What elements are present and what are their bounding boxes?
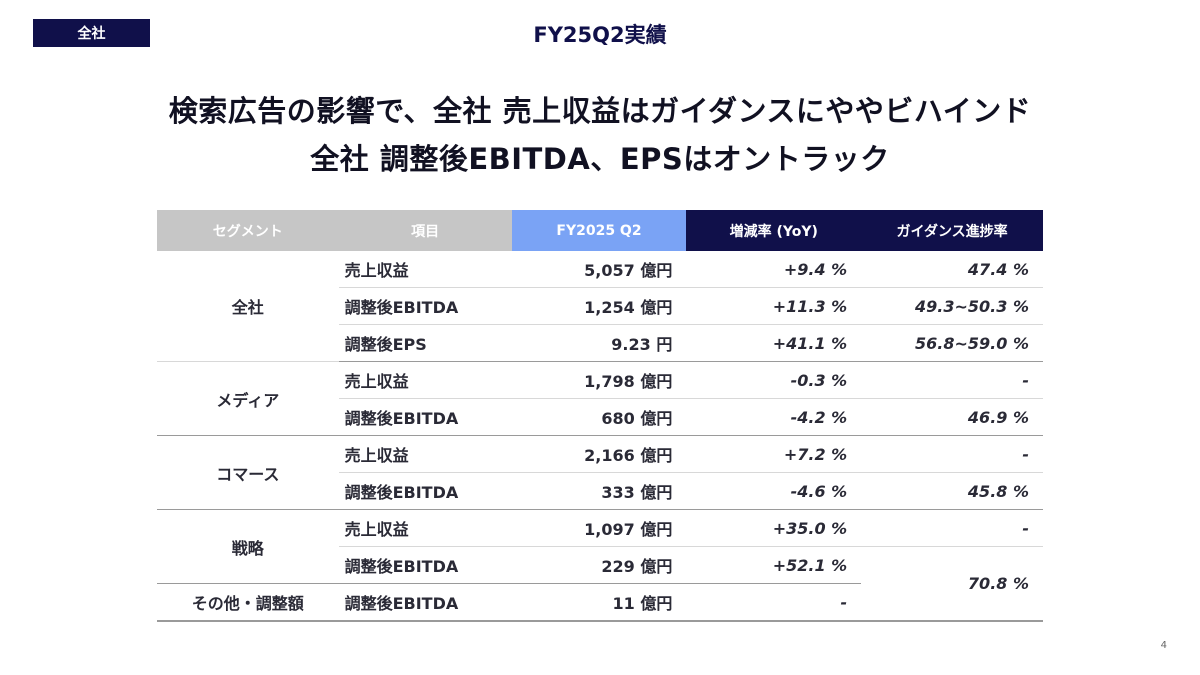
table-row: コマース 売上収益 2,166 億円 +7.2 % - [157, 435, 1043, 510]
value-cell: 1,798 億円 [511, 361, 687, 399]
guidance-cell: - [861, 435, 1043, 473]
table-row: 調整後EBITDA 333 億円 -4.6 % 45.8 % [157, 472, 1043, 510]
item-cell: 売上収益 [338, 435, 512, 473]
table-row: 調整後EBITDA 680 億円 -4.2 % 46.9 % [157, 398, 1043, 436]
guidance-cell: - [861, 509, 1043, 547]
yoy-cell: +11.3 % [686, 287, 862, 325]
value-cell: 9.23 円 [511, 324, 687, 362]
table-row: その他・調整額 調整後EBITDA 11 億円 - [157, 583, 1043, 622]
item-cell: 売上収益 [338, 251, 512, 288]
table-row: 調整後EBITDA 1,254 億円 +11.3 % 49.3~50.3 % [157, 287, 1043, 325]
guidance-cell: 46.9 % [861, 398, 1043, 436]
value-cell: 11 億円 [511, 583, 687, 622]
segment-cell: 戦略 [157, 509, 339, 584]
guidance-cell: 47.4 % [861, 251, 1043, 288]
col-header-item: 項目 [338, 210, 512, 251]
page-number: 4 [1160, 640, 1167, 651]
table-row: 調整後EPS 9.23 円 +41.1 % 56.8~59.0 % [157, 324, 1043, 362]
segment-cell: コマース [157, 435, 339, 510]
results-table: セグメント 項目 FY2025 Q2 増減率 (YoY) ガイダンス進捗率 全社… [157, 210, 1043, 622]
guidance-cell: 56.8~59.0 % [861, 324, 1043, 362]
slide-title: FY25Q2実績 [533, 23, 667, 47]
value-cell: 2,166 億円 [511, 435, 687, 473]
guidance-cell: - [861, 361, 1043, 399]
item-cell: 売上収益 [338, 509, 512, 547]
yoy-cell: +35.0 % [686, 509, 862, 547]
guidance-cell: 45.8 % [861, 472, 1043, 510]
table-header-row: セグメント 項目 FY2025 Q2 増減率 (YoY) ガイダンス進捗率 [157, 210, 1043, 251]
item-cell: 調整後EBITDA [338, 546, 512, 584]
value-cell: 1,097 億円 [511, 509, 687, 547]
item-cell: 調整後EBITDA [338, 472, 512, 510]
table-row: 全社 売上収益 5,057 億円 +9.4 % 47.4 % [157, 251, 1043, 362]
table-row: 戦略 売上収益 1,097 億円 +35.0 % - [157, 509, 1043, 584]
headline-line-1: 検索広告の影響で、全社 売上収益はガイダンスにややビハインド [168, 94, 1032, 128]
segment-cell: その他・調整額 [157, 583, 339, 622]
yoy-cell: +41.1 % [686, 324, 862, 362]
yoy-cell: +7.2 % [686, 435, 862, 473]
guidance-cell: 70.8 % [861, 546, 1043, 622]
value-cell: 333 億円 [511, 472, 687, 510]
item-cell: 調整後EBITDA [338, 583, 512, 622]
value-cell: 1,254 億円 [511, 287, 687, 325]
col-header-segment: セグメント [157, 210, 339, 251]
headline-line-2: 全社 調整後EBITDA、EPSはオントラック [310, 142, 890, 176]
yoy-cell: +52.1 % [686, 546, 862, 584]
yoy-cell: -4.6 % [686, 472, 862, 510]
table-row: メディア 売上収益 1,798 億円 -0.3 % - [157, 361, 1043, 436]
yoy-cell: - [686, 583, 862, 622]
table-row: 調整後EBITDA 229 億円 +52.1 % 70.8 % [157, 546, 1043, 622]
segment-cell: 全社 [157, 251, 339, 362]
segment-cell: メディア [157, 361, 339, 436]
item-cell: 調整後EBITDA [338, 287, 512, 325]
item-cell: 売上収益 [338, 361, 512, 399]
yoy-cell: -0.3 % [686, 361, 862, 399]
col-header-value: FY2025 Q2 [511, 210, 687, 251]
col-header-guidance: ガイダンス進捗率 [861, 210, 1043, 251]
value-cell: 229 億円 [511, 546, 687, 584]
value-cell: 5,057 億円 [511, 251, 687, 288]
guidance-cell: 49.3~50.3 % [861, 287, 1043, 325]
col-header-yoy: 増減率 (YoY) [686, 210, 862, 251]
item-cell: 調整後EPS [338, 324, 512, 362]
value-cell: 680 億円 [511, 398, 687, 436]
segment-tag: 全社 [33, 19, 150, 47]
item-cell: 調整後EBITDA [338, 398, 512, 436]
yoy-cell: -4.2 % [686, 398, 862, 436]
yoy-cell: +9.4 % [686, 251, 862, 288]
